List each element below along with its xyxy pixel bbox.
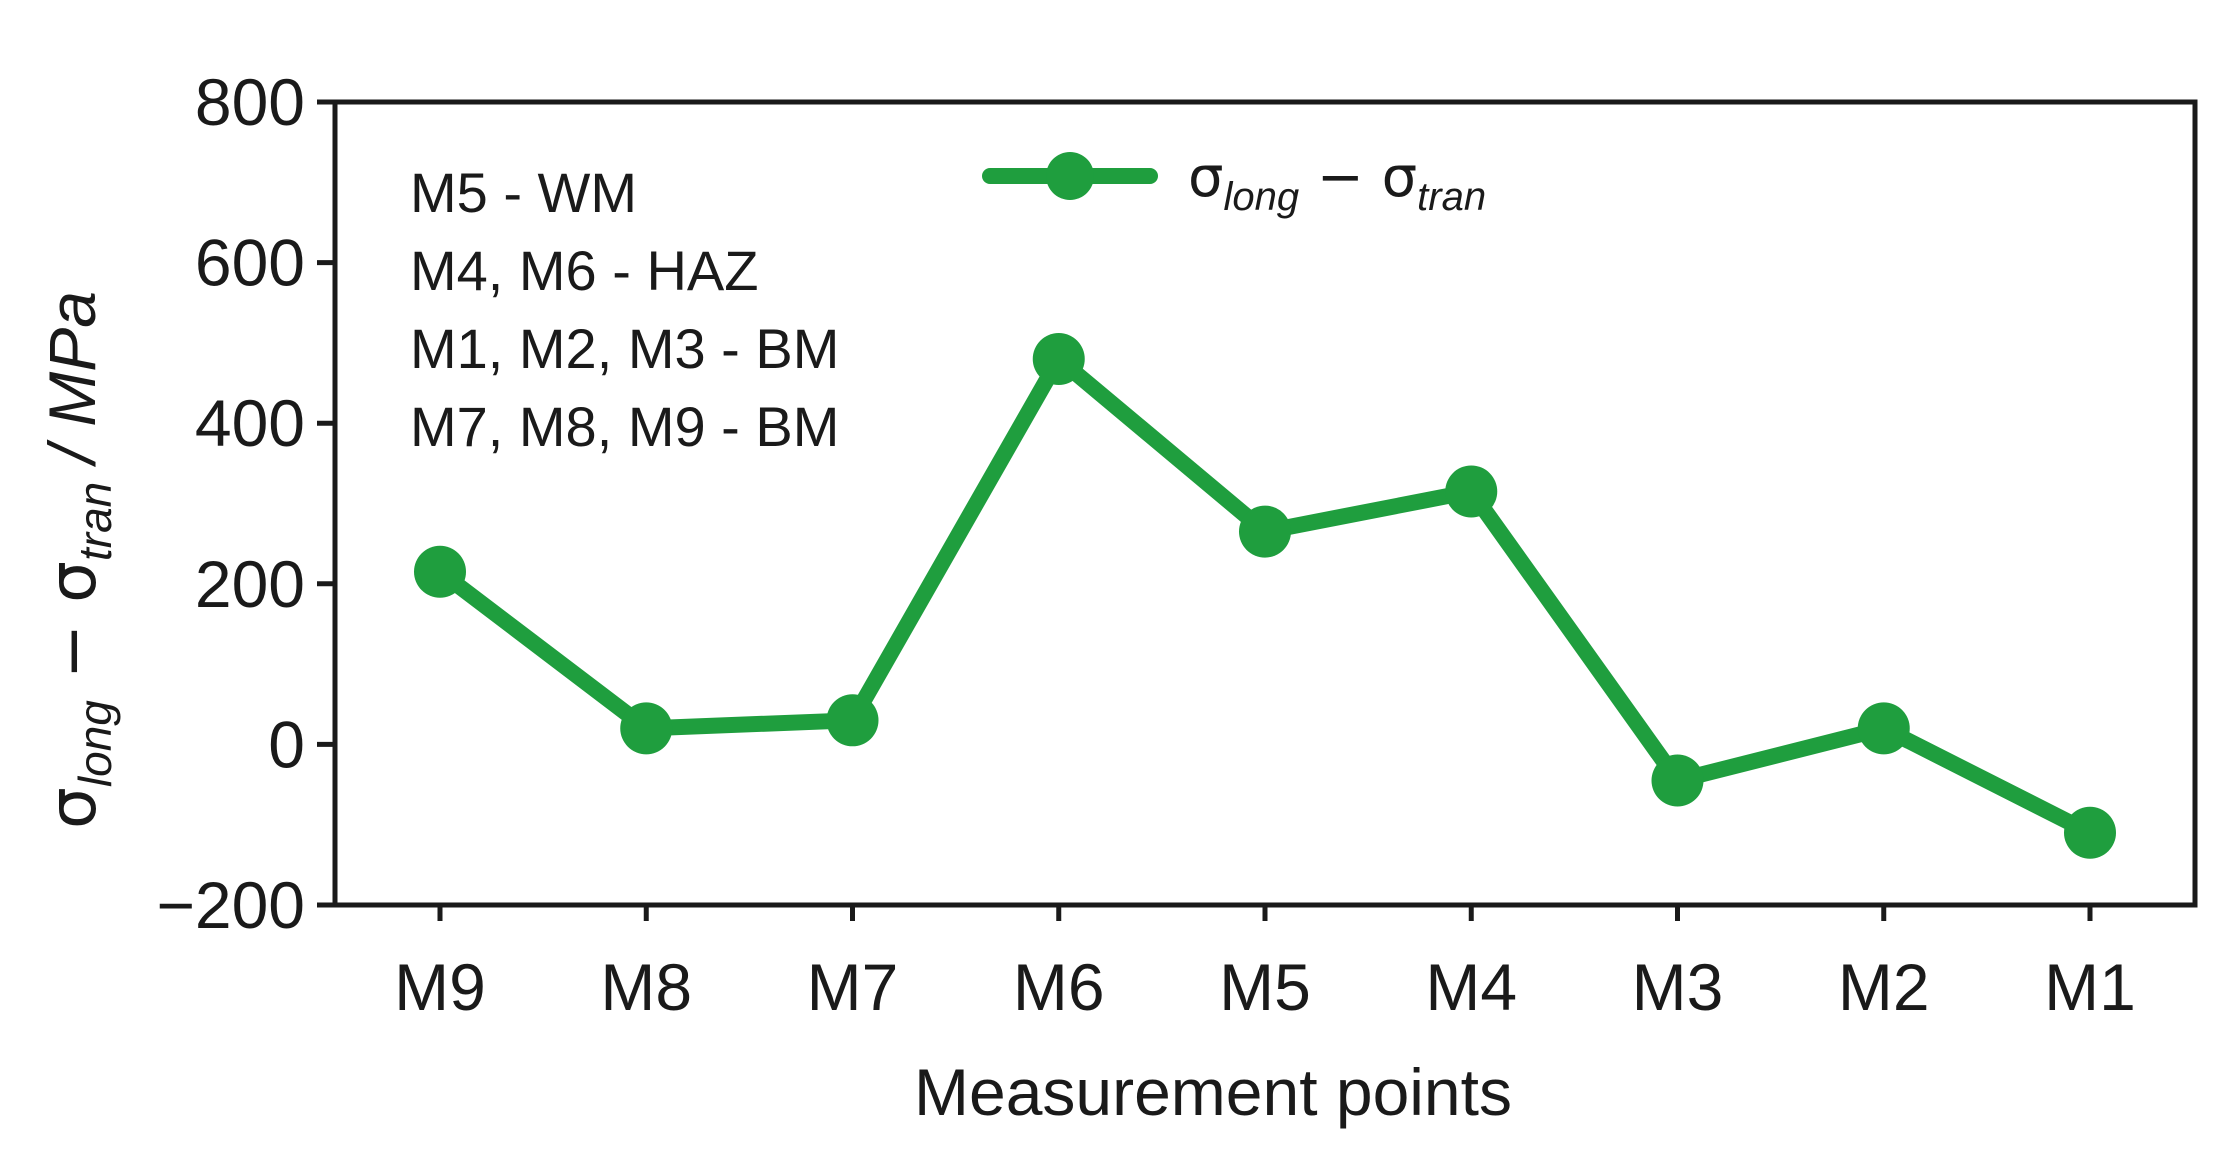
- x-axis-title: Measurement points: [914, 1055, 1512, 1129]
- annotation-block: M5 - WM M4, M6 - HAZ M1, M2, M3 - BM M7, M8…: [410, 161, 839, 458]
- series-layer: [414, 332, 2116, 859]
- y-tick-label: 600: [195, 226, 305, 300]
- x-tick-label: M7: [807, 950, 899, 1024]
- y-tick-label: 200: [195, 547, 305, 621]
- data-point: [1032, 332, 1085, 385]
- annotation-line: M1, M2, M3 - BM: [410, 317, 839, 380]
- x-tick-label: M5: [1219, 950, 1311, 1024]
- data-point: [620, 702, 673, 755]
- legend-label: σlong − σtran: [1188, 145, 1486, 219]
- y-axis-title: σlong − σtran / MPa: [34, 291, 121, 829]
- x-tick-label: M1: [2044, 950, 2136, 1024]
- x-tick-label: M6: [1013, 950, 1105, 1024]
- y-tick-label: 800: [195, 65, 305, 139]
- x-axis-ticks: M9 M8 M7 M6 M5 M4 M3 M2 M1: [394, 905, 2136, 1024]
- data-point: [2064, 806, 2116, 859]
- x-tick-label: M4: [1425, 950, 1517, 1024]
- annotation-line: M4, M6 - HAZ: [410, 239, 758, 302]
- x-tick-label: M8: [600, 950, 692, 1024]
- x-tick-label: M9: [394, 950, 486, 1024]
- legend-marker-swatch: [1046, 152, 1094, 200]
- y-tick-label: 400: [195, 386, 305, 460]
- y-tick-label: −200: [156, 868, 305, 942]
- x-tick-label: M2: [1838, 950, 1930, 1024]
- legend: σlong − σtran: [982, 145, 1486, 219]
- x-tick-label: M3: [1632, 950, 1724, 1024]
- data-point: [1445, 465, 1498, 518]
- annotation-line: M7, M8, M9 - BM: [410, 395, 839, 458]
- data-point: [826, 694, 879, 747]
- y-axis-ticks: −200 0 200 400 600 800: [156, 65, 335, 942]
- data-point: [1239, 505, 1291, 558]
- annotation-line: M5 - WM: [410, 161, 637, 224]
- data-point: [1651, 754, 1704, 807]
- data-point: [1857, 702, 1910, 755]
- data-point: [414, 545, 466, 598]
- y-tick-label: 0: [268, 707, 305, 781]
